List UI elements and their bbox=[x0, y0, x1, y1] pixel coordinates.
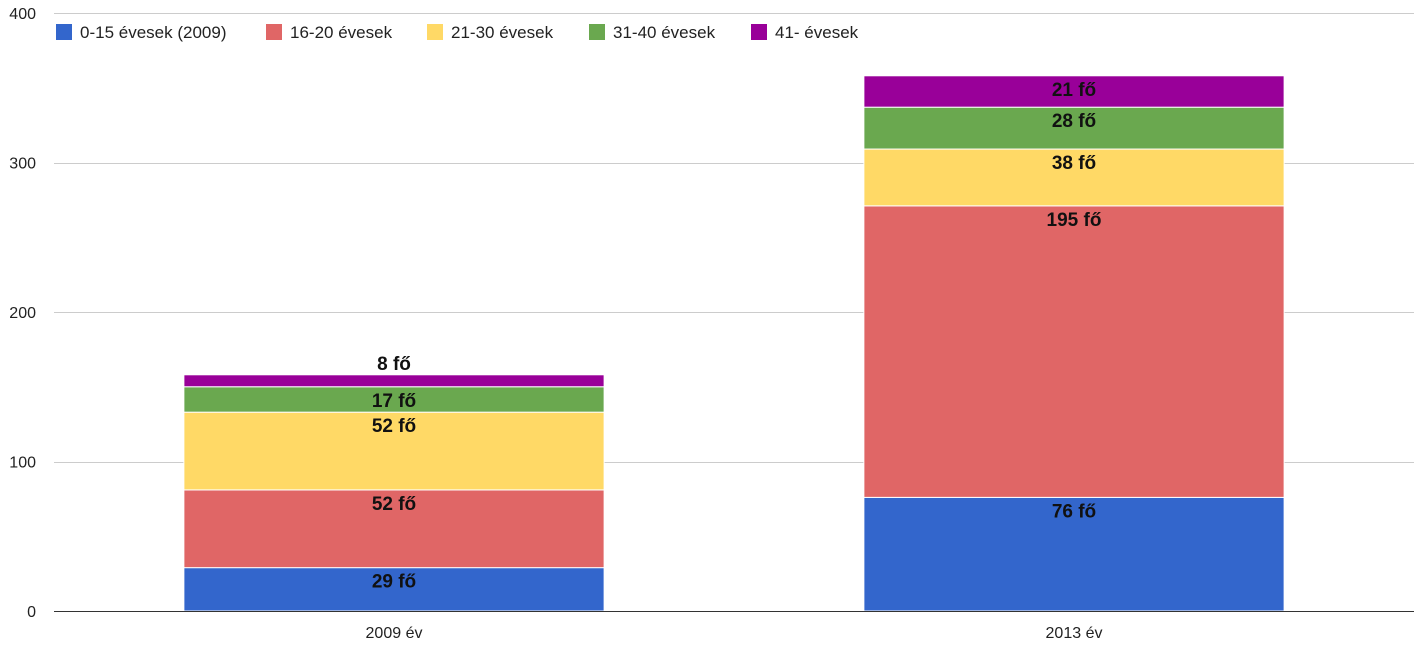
bar-segment[interactable] bbox=[183, 489, 605, 569]
legend-item[interactable]: 41- évesek bbox=[751, 23, 859, 42]
data-labels-layer: 29 fő 52 fő 52 fő 17 fő 8 fő 76 fő 195 fő 38 fő… bbox=[372, 80, 1102, 593]
legend-item[interactable]: 0-15 évesek (2009) bbox=[56, 23, 226, 42]
legend-swatch bbox=[427, 24, 443, 40]
bars-layer bbox=[183, 75, 1285, 612]
legend-label: 21-30 évesek bbox=[451, 23, 554, 42]
legend-label: 0-15 évesek (2009) bbox=[80, 23, 226, 42]
legend-swatch bbox=[589, 24, 605, 40]
legend-item[interactable]: 31-40 évesek bbox=[589, 23, 716, 42]
x-category-label: 2009 év bbox=[366, 625, 423, 642]
bar-segment[interactable] bbox=[863, 148, 1285, 207]
legend-swatch bbox=[266, 24, 282, 40]
x-category-label: 2013 év bbox=[1046, 625, 1103, 642]
legend-label: 16-20 évesek bbox=[290, 23, 393, 42]
bar-segment[interactable] bbox=[863, 75, 1285, 108]
data-label: 17 fő bbox=[372, 391, 416, 412]
y-tick-label: 400 bbox=[9, 6, 36, 23]
bar-segment[interactable] bbox=[183, 374, 605, 388]
bar-segment[interactable] bbox=[183, 411, 605, 491]
data-label: 28 fő bbox=[1052, 111, 1096, 132]
bar-segment[interactable] bbox=[183, 386, 605, 413]
data-label: 195 fő bbox=[1047, 210, 1102, 231]
y-tick-label: 0 bbox=[27, 604, 36, 621]
data-label: 21 fő bbox=[1052, 80, 1096, 101]
data-label: 76 fő bbox=[1052, 501, 1096, 522]
data-label: 29 fő bbox=[372, 572, 416, 593]
y-tick-label: 100 bbox=[9, 455, 36, 472]
data-label: 38 fő bbox=[1052, 153, 1096, 174]
bar-segment[interactable] bbox=[863, 205, 1285, 498]
bar-segment[interactable] bbox=[183, 567, 605, 612]
data-label: 52 fő bbox=[372, 416, 416, 437]
y-tick-label: 200 bbox=[9, 305, 36, 322]
data-label: 52 fő bbox=[372, 494, 416, 515]
legend[interactable]: 0-15 évesek (2009) 16-20 évesek 21-30 éves… bbox=[56, 23, 859, 42]
legend-label: 41- évesek bbox=[775, 23, 859, 42]
legend-swatch bbox=[56, 24, 72, 40]
bar-segment[interactable] bbox=[863, 106, 1285, 150]
data-label: 8 fő bbox=[377, 354, 411, 375]
legend-swatch bbox=[751, 24, 767, 40]
legend-item[interactable]: 16-20 évesek bbox=[266, 23, 393, 42]
legend-item[interactable]: 21-30 évesek bbox=[427, 23, 554, 42]
legend-label: 31-40 évesek bbox=[613, 23, 716, 42]
axis-layer: 0 100 200 300 400 2009 év 2013 év bbox=[9, 6, 1414, 642]
y-tick-label: 300 bbox=[9, 156, 36, 173]
bar-segment[interactable] bbox=[863, 496, 1285, 612]
